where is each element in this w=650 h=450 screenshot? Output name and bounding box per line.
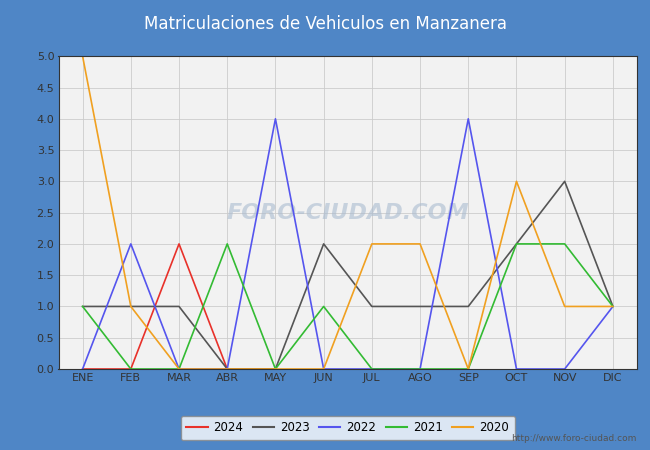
- Text: Matriculaciones de Vehiculos en Manzanera: Matriculaciones de Vehiculos en Manzaner…: [144, 14, 506, 33]
- Legend: 2024, 2023, 2022, 2021, 2020: 2024, 2023, 2022, 2021, 2020: [181, 415, 515, 441]
- Text: FORO-CIUDAD.COM: FORO-CIUDAD.COM: [226, 202, 469, 223]
- Text: http://www.foro-ciudad.com: http://www.foro-ciudad.com: [512, 434, 637, 443]
